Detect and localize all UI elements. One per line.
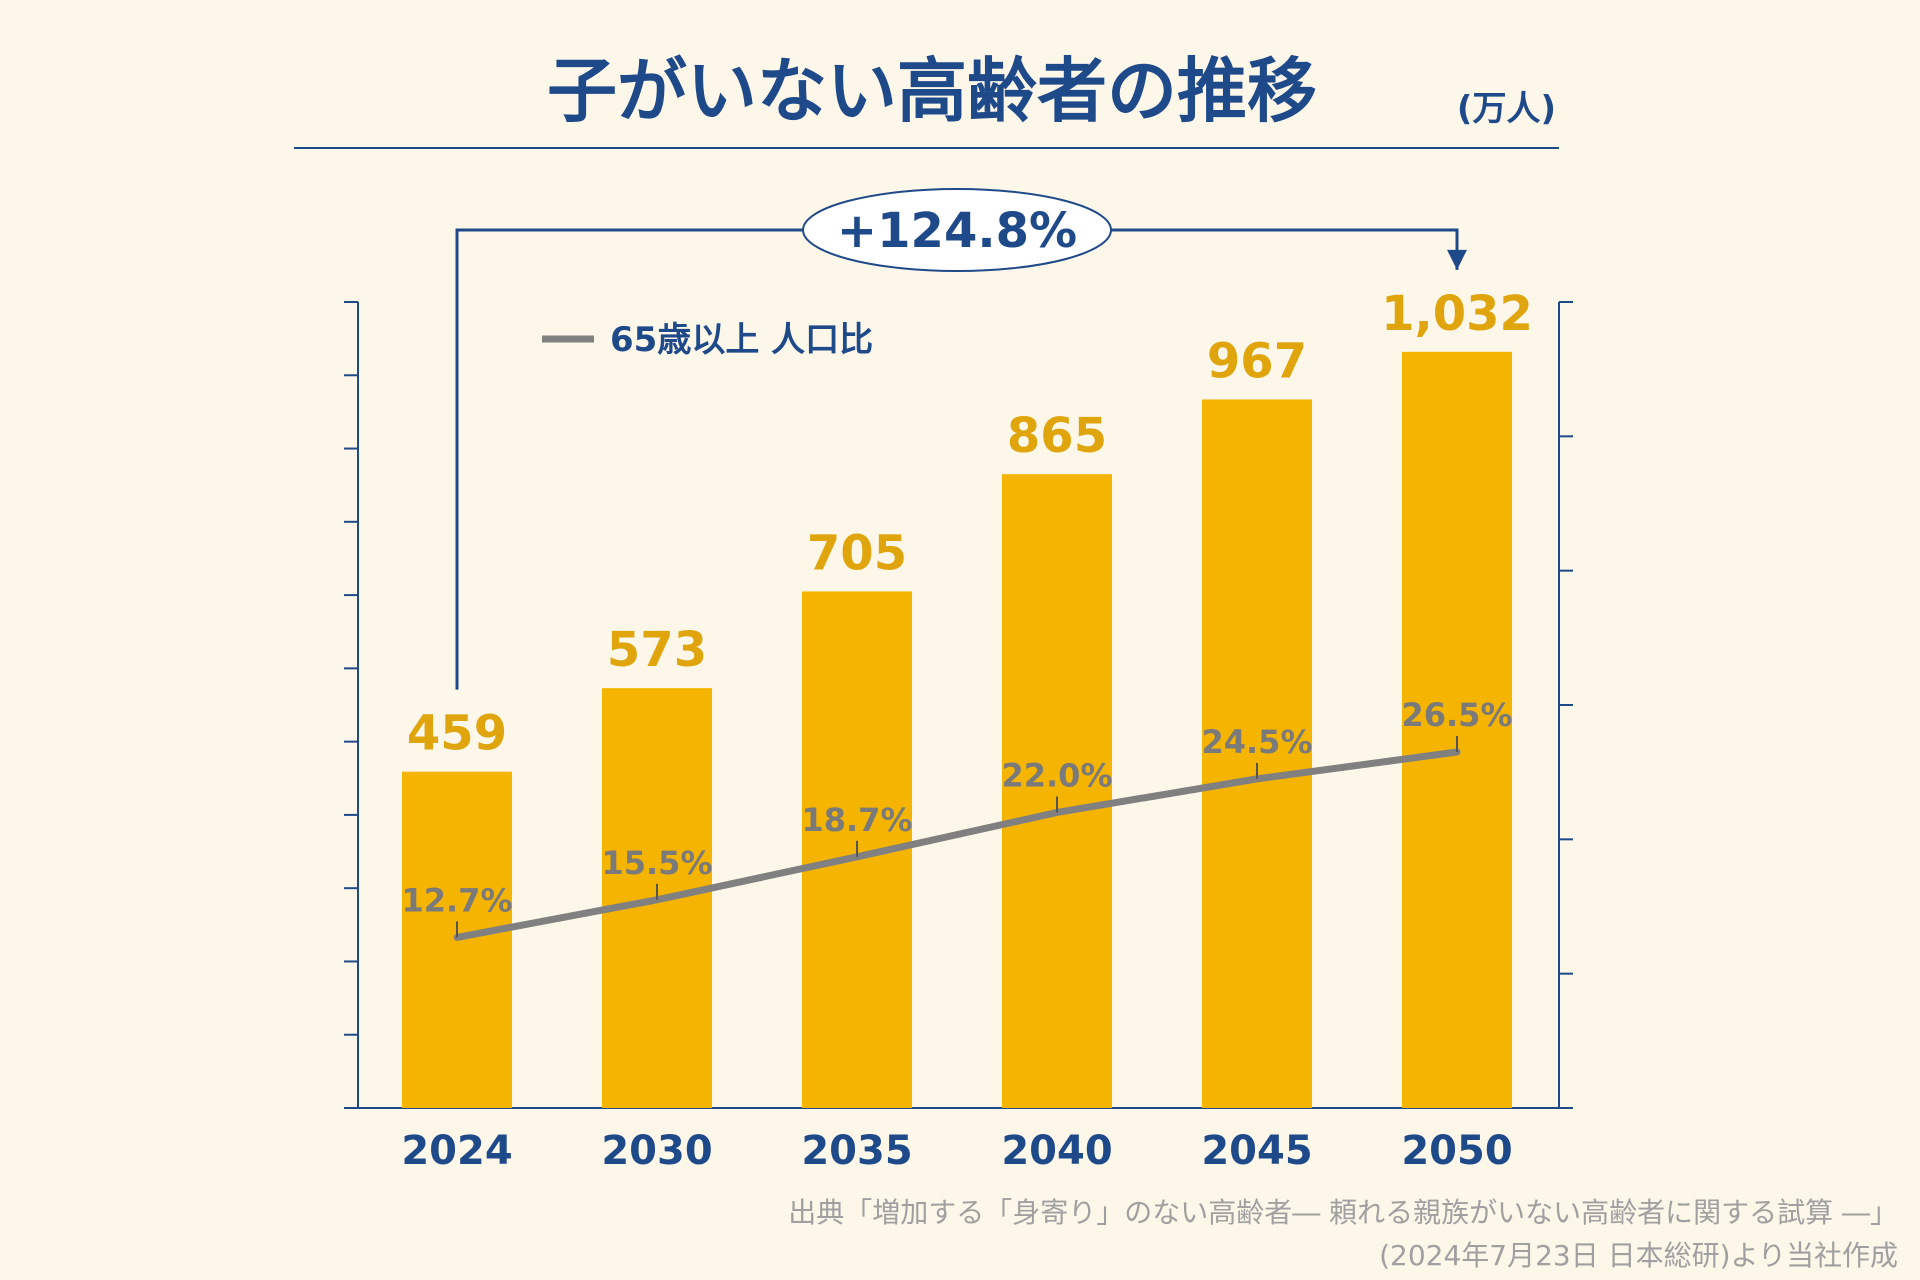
chart-title: 子がいない高齢者の推移: [547, 50, 1317, 132]
line-value-label: 26.5%: [1401, 696, 1512, 734]
bar-value-label: 459: [407, 706, 507, 762]
legend: 65歳以上 人口比: [542, 320, 873, 360]
line-value-label: 18.7%: [801, 801, 912, 839]
line-value-label: 12.7%: [401, 881, 512, 919]
x-tick-label: 2035: [801, 1128, 912, 1174]
growth-annotation: +124.8%: [837, 203, 1077, 259]
x-tick-label: 2050: [1401, 1128, 1512, 1174]
bar-value-label: 705: [807, 525, 907, 581]
legend-label: 65歳以上 人口比: [610, 320, 873, 360]
x-tick-label: 2024: [401, 1128, 512, 1174]
bar: [1002, 474, 1112, 1108]
source-line-1: 出典「増加する「身寄り」のない高齢者― 頼れる親族がいない高齢者に関する試算 ―…: [788, 1196, 1898, 1229]
source-line-2: (2024年7月23日 日本総研)より当社作成: [1379, 1239, 1898, 1272]
line-value-label: 24.5%: [1201, 723, 1312, 761]
x-tick-label: 2040: [1001, 1128, 1112, 1174]
annotation-ellipse: [802, 188, 1112, 272]
unit-label: (万人): [1457, 89, 1556, 129]
series-line: [453, 748, 1461, 941]
arrow-down-icon: [1447, 249, 1467, 270]
line-value-label: 22.0%: [1001, 756, 1112, 794]
bar-value-label: 967: [1207, 333, 1307, 389]
bar-value-label: 573: [607, 622, 707, 678]
bar: [1202, 399, 1312, 1108]
line-value-label: 15.5%: [601, 844, 712, 882]
bar-value-label: 865: [1007, 408, 1107, 464]
x-tick-label: 2045: [1201, 1128, 1312, 1174]
bar: [1402, 351, 1512, 1108]
bar-value-label: 1,032: [1381, 286, 1533, 342]
x-tick-label: 2030: [601, 1128, 712, 1174]
